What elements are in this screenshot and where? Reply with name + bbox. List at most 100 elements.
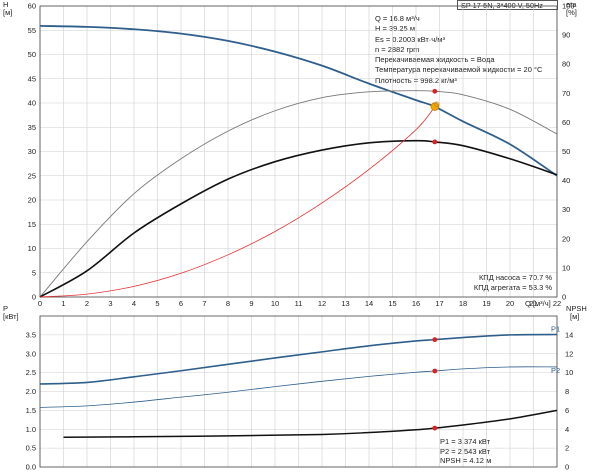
- series-label-p1: P1: [551, 324, 560, 333]
- series-label-p2: P2: [551, 366, 560, 375]
- efficiency-readout: КПД насоса = 70.7 % КПД агрегата = 53.3 …: [440, 273, 552, 292]
- bottom-right-axis-unit: [м]: [570, 312, 579, 321]
- x-tick-label: 3: [108, 299, 112, 308]
- x-tick-label: 4: [132, 299, 136, 308]
- info-liquid: Перекачиваемая жидкость = Вода: [375, 55, 495, 65]
- x-tick-label: 17: [435, 299, 443, 308]
- top-left-tick-label: 40: [28, 99, 36, 108]
- curve-head: [39, 24, 558, 177]
- bottom-right-tick-label: 12: [565, 349, 573, 358]
- top-left-tick-label: 10: [28, 244, 36, 253]
- x-tick-label: 8: [226, 299, 230, 308]
- unit-efficiency-text: КПД агрегата = 53.3 %: [473, 282, 552, 292]
- top-right-tick-label: 90: [562, 31, 570, 40]
- x-tick-label: 5: [155, 299, 159, 308]
- bottom-right-tick-label: 10: [565, 368, 573, 377]
- bottom-left-tick-label: 3.5: [26, 330, 36, 339]
- x-tick-label: 16: [412, 299, 420, 308]
- p2-text: P2 = 2.543 кВт: [440, 446, 491, 456]
- bottom-left-tick-label: 1.0: [26, 425, 36, 434]
- bottom-right-tick-label: 4: [565, 425, 569, 434]
- duty-point-marker: [432, 139, 438, 145]
- pump-title: SP 17-5N, 3*400 V, 50Hz: [457, 0, 558, 10]
- top-right-axis-unit: [%]: [566, 8, 577, 17]
- x-tick-label: 13: [341, 299, 349, 308]
- top-left-tick-label: 20: [28, 196, 36, 205]
- curve-pump_eff: [39, 90, 558, 298]
- bottom-left-tick-label: 2.5: [26, 368, 36, 377]
- x-axis-label: Q [м³/ч]: [525, 299, 551, 308]
- bottom-left-tick-label: 0.0: [26, 463, 36, 472]
- top-left-tick-label: 45: [28, 74, 36, 83]
- top-left-tick-label: 60: [28, 2, 36, 11]
- top-right-tick-label: 50: [562, 147, 570, 156]
- top-left-tick-label: 55: [28, 26, 36, 35]
- bottom-grid: 0.0 0.5 1.0 1.5 2.0 2.5 3.0 3.5 0 2 4 6 8 10 12 14: [26, 315, 573, 472]
- top-left-tick-label: 50: [28, 50, 36, 59]
- power-readout: P1 = 3.374 кВт P2 = 2.543 кВт NPSH = 4.1…: [440, 437, 552, 466]
- top-right-tick-label: 30: [562, 205, 570, 214]
- bottom-left-axis-unit: [кВт]: [3, 312, 19, 321]
- x-tick-label: 12: [318, 299, 326, 308]
- npsh-text: NPSH = 4.12 м: [440, 456, 492, 465]
- x-tick-label: 11: [295, 299, 303, 308]
- info-speed: n = 2882 rpm: [375, 44, 420, 54]
- bottom-left-tick-label: 1.5: [26, 406, 36, 415]
- x-tick-label: 18: [459, 299, 467, 308]
- x-tick-label: 20: [506, 299, 514, 308]
- x-tick-label: 19: [482, 299, 490, 308]
- top-right-tick-label: 40: [562, 176, 570, 185]
- x-tick-label: 1: [61, 299, 65, 308]
- bottom-left-tick-label: 2.0: [26, 387, 36, 396]
- top-right-tick-label: 70: [562, 89, 570, 98]
- p1-text: P1 = 3.374 кВт: [440, 437, 491, 446]
- x-tick-label: 10: [271, 299, 279, 308]
- top-right-tick-label: 0: [562, 293, 566, 302]
- bottom-left-axis-label: P: [3, 304, 8, 313]
- x-tick-label: 7: [202, 299, 206, 308]
- top-left-axis-unit: [м]: [3, 8, 12, 17]
- curve-p2: [39, 366, 558, 408]
- x-tick-label: 14: [365, 299, 373, 308]
- info-energy: Es = 0.2003 кВт·ч/м³: [375, 34, 445, 44]
- info-temperature: Температура перекачиваемой жидкости = 20…: [375, 65, 543, 75]
- duty-point-marker: [432, 425, 438, 431]
- bottom-left-tick-label: 3.0: [26, 349, 36, 358]
- bottom-right-tick-label: 6: [565, 406, 569, 415]
- duty-point-marker: [432, 337, 438, 343]
- top-left-tick-label: 25: [28, 171, 36, 180]
- x-tick-label: 6: [179, 299, 183, 308]
- chart-marks: P1 P2: [39, 24, 560, 439]
- bottom-right-tick-label: 14: [565, 330, 573, 339]
- top-right-tick-label: 80: [562, 60, 570, 69]
- info-flow: Q = 16.8 м³/ч: [375, 14, 420, 23]
- top-left-tick-label: 30: [28, 147, 36, 156]
- top-right-tick-label: 60: [562, 118, 570, 127]
- bottom-right-axis-label: NPSH: [566, 304, 587, 313]
- top-left-tick-label: 5: [32, 268, 36, 277]
- curve-unit_eff: [39, 139, 558, 298]
- bottom-right-tick-label: 0: [565, 463, 569, 472]
- top-plot-frame: [39, 5, 558, 298]
- top-right-tick-label: 10: [562, 263, 570, 272]
- operating-point-ring: [434, 101, 440, 107]
- bottom-right-tick-label: 2: [565, 444, 569, 453]
- top-left-axis-label: H: [3, 0, 8, 9]
- curve-npsh: [63, 409, 558, 439]
- duty-point-marker: [432, 368, 438, 374]
- curve-system: [39, 106, 436, 298]
- curve-p1: [39, 333, 558, 385]
- top-left-tick-label: 15: [28, 220, 36, 229]
- bottom-right-tick-label: 8: [565, 387, 569, 396]
- x-tick-label: 22: [553, 299, 561, 308]
- duty-point-marker: [432, 88, 438, 94]
- top-right-tick-label: 100: [562, 2, 575, 11]
- pump-efficiency-text: КПД насоса = 70.7 %: [478, 273, 552, 282]
- x-tick-label: 2: [85, 299, 89, 308]
- top-left-tick-label: 35: [28, 123, 36, 132]
- bottom-plot-frame: [39, 315, 558, 468]
- x-tick-label: 15: [388, 299, 396, 308]
- bottom-left-tick-label: 0.5: [26, 444, 36, 453]
- x-tick-label: 0: [38, 299, 42, 308]
